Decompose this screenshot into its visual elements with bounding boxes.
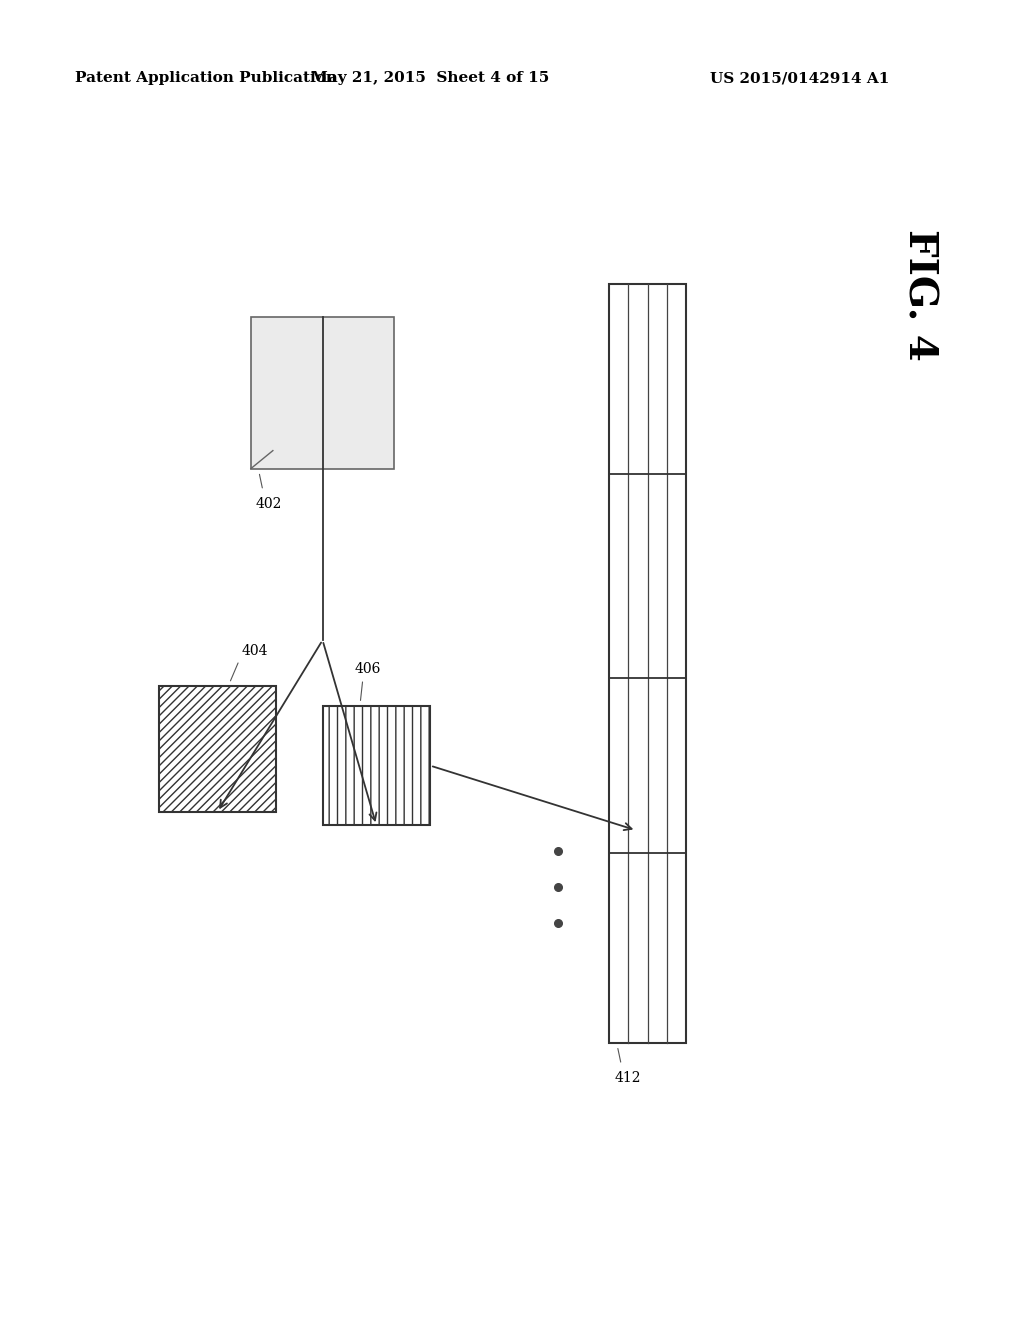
Text: May 21, 2015  Sheet 4 of 15: May 21, 2015 Sheet 4 of 15 <box>311 71 549 84</box>
Text: FIG. 4: FIG. 4 <box>901 230 939 360</box>
Text: Patent Application Publication: Patent Application Publication <box>75 71 337 84</box>
Text: US 2015/0142914 A1: US 2015/0142914 A1 <box>710 71 890 84</box>
Text: 404: 404 <box>242 644 267 659</box>
Text: 406: 406 <box>355 663 381 676</box>
Bar <box>609 284 686 1043</box>
Text: 412: 412 <box>614 1071 641 1085</box>
Bar <box>159 686 276 812</box>
Bar <box>323 706 430 825</box>
FancyBboxPatch shape <box>251 317 394 469</box>
Text: 402: 402 <box>256 496 283 511</box>
